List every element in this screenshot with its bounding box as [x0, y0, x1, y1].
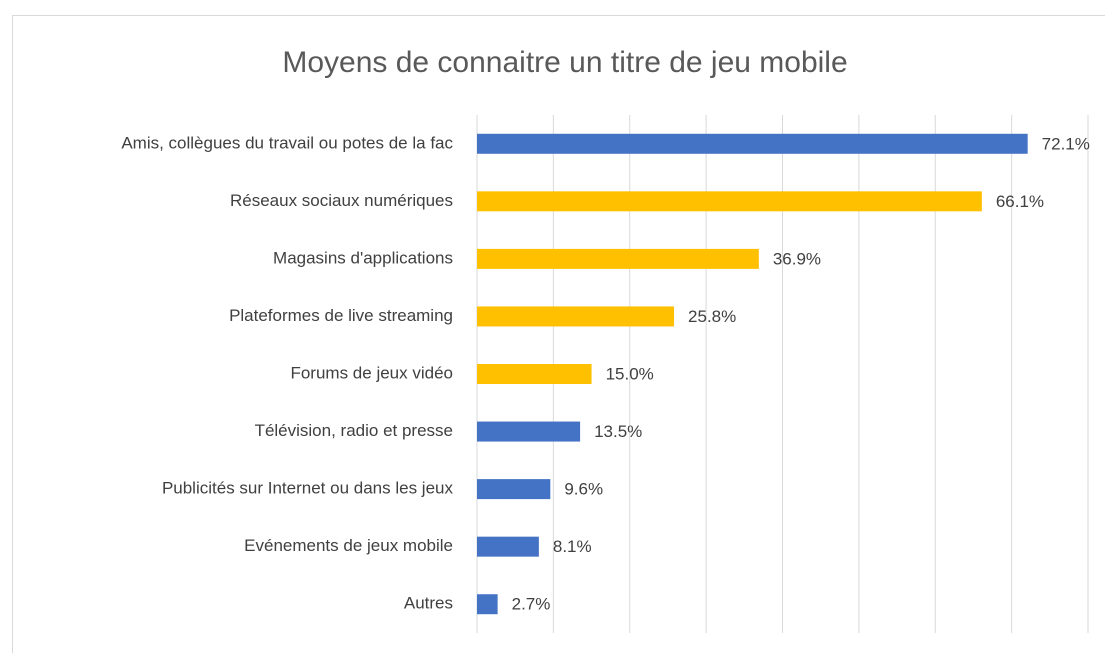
bar: [477, 479, 551, 500]
value-label: 36.9%: [773, 249, 821, 268]
category-label: Publicités sur Internet ou dans les jeux: [162, 479, 454, 498]
bar: [477, 594, 498, 615]
category-label: Plateformes de live streaming: [229, 306, 453, 325]
value-label: 13.5%: [594, 422, 642, 441]
value-label: 15.0%: [606, 364, 654, 383]
category-label: Télévision, radio et presse: [255, 421, 453, 440]
bar: [477, 191, 982, 212]
value-label: 8.1%: [553, 537, 592, 556]
value-label: 66.1%: [996, 192, 1044, 211]
bar: [477, 248, 759, 269]
bar: [477, 133, 1028, 154]
value-label: 9.6%: [564, 480, 603, 499]
category-label: Amis, collègues du travail ou potes de l…: [121, 133, 453, 152]
category-label: Autres: [404, 594, 453, 613]
category-label: Forums de jeux vidéo: [290, 363, 453, 382]
value-label: 72.1%: [1042, 134, 1090, 153]
chart-title: Moyens de connaitre un titre de jeu mobi…: [282, 46, 847, 79]
bar: [477, 306, 675, 327]
value-label: 2.7%: [512, 595, 551, 614]
bar: [477, 421, 581, 442]
bar: [477, 536, 539, 557]
category-label: Réseaux sociaux numériques: [230, 191, 453, 210]
category-label: Magasins d'applications: [273, 248, 453, 267]
bar: [477, 364, 592, 384]
chart-frame: [12, 15, 1105, 653]
category-label: Evénements de jeux mobile: [244, 536, 453, 555]
value-label: 25.8%: [688, 307, 736, 326]
